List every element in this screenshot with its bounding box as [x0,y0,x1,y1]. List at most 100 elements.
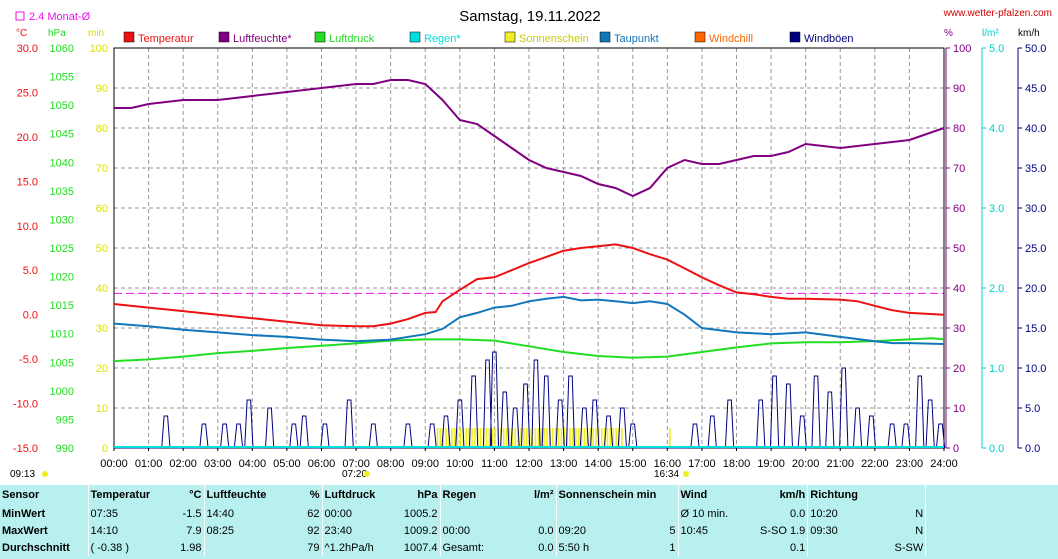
x-tick-label: 21:00 [826,458,854,470]
sunshine-bar [508,428,511,448]
stats-cell-rain-time: Gesamt: [439,539,512,556]
sunshine-bar [609,428,612,448]
sunshine-bar [543,428,545,448]
pressure-axis-tick-label: 1025 [50,243,74,255]
monthly-avg-label: 2.4 Monat-Ø [29,11,91,23]
sunshine-bar [595,428,597,448]
stats-cell-press-time: 00:00 [321,505,398,522]
monthly-avg-time: 09:13 [10,469,35,480]
sun-axis-tick-label: 10 [96,403,108,415]
stats-cell-hum-val: 79 [307,541,320,554]
sun-axis-tick-label: 20 [96,363,108,375]
x-tick-label: 02:00 [169,458,197,470]
wind-axis-tick-label: 50.0 [1025,43,1046,55]
x-tick-label: 00:00 [100,458,128,470]
monthly-avg-icon [15,11,25,21]
x-tick-label: 09:00 [411,458,439,470]
line-series [113,79,945,363]
temperature-line [113,243,945,328]
sunshine-bar [603,428,606,448]
sunshine-bar [505,428,508,448]
legend-label-pressure: Luftdruck [329,33,375,45]
stats-cell-pad [925,539,1046,556]
stats-cell-rain-time [439,505,512,522]
sunshine-bar [537,428,540,448]
sunshine-bar [459,428,462,448]
stats-cell-press-time: ^1.2hPa/h [321,539,398,556]
stats-cell-temp-val: 7.9 [186,524,202,537]
sunshine-bar [436,428,439,448]
stats-header-row: Sensor Temperatur °C Luftfeuchte % Luftd… [0,485,1046,505]
legend-label-windchill: Windchill [709,33,753,45]
stats-row: MaxWert 14:10 7.9 08:25 92 23:40 1009.2 00:00 0.… [0,522,1046,539]
wind-unit: km/h [1018,28,1040,39]
x-tick-label: 19:00 [757,458,785,470]
x-tick-label: 01:00 [135,458,163,470]
temp-axis-tick-label: 10.0 [17,221,38,233]
stats-cell-dir-time: 10:20 [807,505,888,522]
pressure-unit: hPa [48,28,66,39]
sunshine-bar [540,428,543,448]
temp-axis-tick-label: -10.0 [13,399,38,411]
sunset-time: 16:34 [654,469,679,480]
sun-icon [42,471,48,477]
stats-header-rain: Regen [439,485,512,505]
chart-grid [114,48,944,448]
sunrise-icon [364,471,370,477]
legend-label-humidity: Luftfeuchte* [233,33,292,45]
legend-label-sunshine: Sonnenschein [519,33,589,45]
rain-axis-tick-label: 1.0 [989,363,1004,375]
humidity-line [114,79,945,198]
wind-axis-tick-label: 25.0 [1025,243,1046,255]
stats-cell-wind-val: 0.1 [789,541,806,554]
sun-axis-tick-label: 90 [96,83,108,95]
stats-header-hum: Luftfeuchte [203,485,280,505]
stats-cell-rain-val: 0.0 [538,524,554,537]
legend-label-gusts: Windböen [804,33,854,45]
sunshine-bar [569,428,571,448]
stats-cell-wind-val: 0.0 [789,507,806,520]
temp-axis-tick-label: 20.0 [17,132,38,144]
chart-title: Samstag, 19.11.2022 [459,8,601,25]
source-link[interactable]: www.wetter-pfalzen.com [943,8,1052,19]
pressure-axis-tick-label: 995 [56,414,74,426]
stats-row: Durchschnitt ( -0.38 ) 1.98 79 ^1.2hPa/h 1007… [0,539,1046,556]
temp-axis-tick-label: 30.0 [17,43,38,55]
stats-cell-wind-time: Ø 10 min. [677,505,758,522]
stats-cell-dir-val: N [915,507,924,520]
sunshine-bar [606,428,609,448]
pressure-axis-tick-label: 1040 [50,157,74,169]
statistics-panel: Sensor Temperatur °C Luftfeuchte % Luftd… [0,485,1058,559]
stats-cell-temp-time: 07:35 [87,505,174,522]
sunshine-bar [494,428,496,448]
stats-header-sensor: Sensor [2,489,40,501]
pressure-axis-tick-label: 1015 [50,300,74,312]
x-tick-label: 03:00 [204,458,232,470]
sunrise-time: 07:20 [342,469,367,480]
humidity-axis-tick-label: 10 [953,403,965,415]
stats-unit-temp: °C [189,489,202,501]
x-tick-label: 13:00 [550,458,578,470]
temp-axis-tick-label: 25.0 [17,87,38,99]
rain-axis-tick-label: 3.0 [989,203,1004,215]
wind-axis-tick-label: 15.0 [1025,323,1046,335]
pressure-axis-tick-label: 1030 [50,214,74,226]
rain-axis-tick-label: 4.0 [989,123,1004,135]
humidity-axis-tick-label: 90 [953,83,965,95]
sunshine-bar [621,428,623,448]
gusts-line [114,351,946,449]
stats-cell-press-time: 23:40 [321,522,398,539]
stats-cell-rain-val: 0.0 [538,541,554,554]
stats-cell-sun-time: 09:20 [555,522,650,539]
sun-axis-tick-label: 30 [96,323,108,335]
sunshine-bars [436,428,671,448]
stats-cell-hum-val: 92 [307,524,320,537]
humidity-axis-tick-label: 70 [953,163,965,175]
sunshine-bar [485,428,488,448]
sun-axis-tick-label: 70 [96,163,108,175]
stats-cell-pad [925,522,1046,539]
wind-axis-tick-label: 0.0 [1025,443,1040,455]
wind-axis-tick-label: 45.0 [1025,83,1046,95]
stats-cell-press-val: 1005.2 [403,507,438,520]
wind-axis-tick-label: 10.0 [1025,363,1046,375]
